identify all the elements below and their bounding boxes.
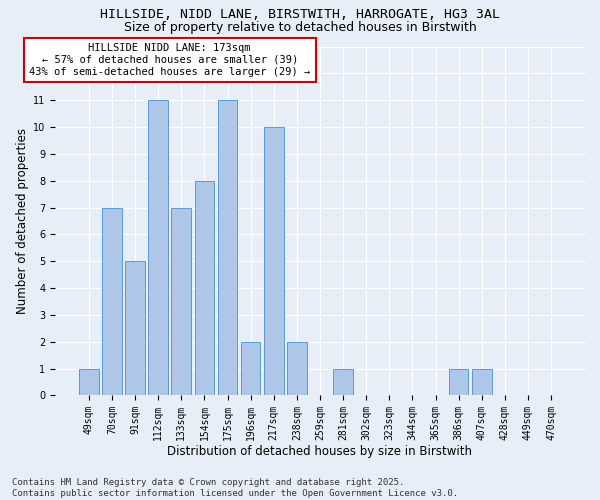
Bar [172, 208, 191, 396]
Bar [449, 368, 469, 396]
Text: HILLSIDE NIDD LANE: 173sqm
← 57% of detached houses are smaller (39)
43% of semi: HILLSIDE NIDD LANE: 173sqm ← 57% of deta… [29, 44, 310, 76]
X-axis label: Distribution of detached houses by size in Birstwith: Distribution of detached houses by size … [167, 444, 472, 458]
Bar [125, 261, 145, 396]
Text: HILLSIDE, NIDD LANE, BIRSTWITH, HARROGATE, HG3 3AL: HILLSIDE, NIDD LANE, BIRSTWITH, HARROGAT… [100, 8, 500, 20]
Text: Contains HM Land Registry data © Crown copyright and database right 2025.
Contai: Contains HM Land Registry data © Crown c… [12, 478, 458, 498]
Bar [194, 180, 214, 396]
Bar [241, 342, 260, 396]
Bar [472, 368, 491, 396]
Bar [79, 368, 98, 396]
Bar [264, 127, 284, 396]
Y-axis label: Number of detached properties: Number of detached properties [16, 128, 29, 314]
Bar [218, 100, 238, 396]
Bar [287, 342, 307, 396]
Bar [148, 100, 168, 396]
Bar [102, 208, 122, 396]
Text: Size of property relative to detached houses in Birstwith: Size of property relative to detached ho… [124, 21, 476, 34]
Bar [333, 368, 353, 396]
